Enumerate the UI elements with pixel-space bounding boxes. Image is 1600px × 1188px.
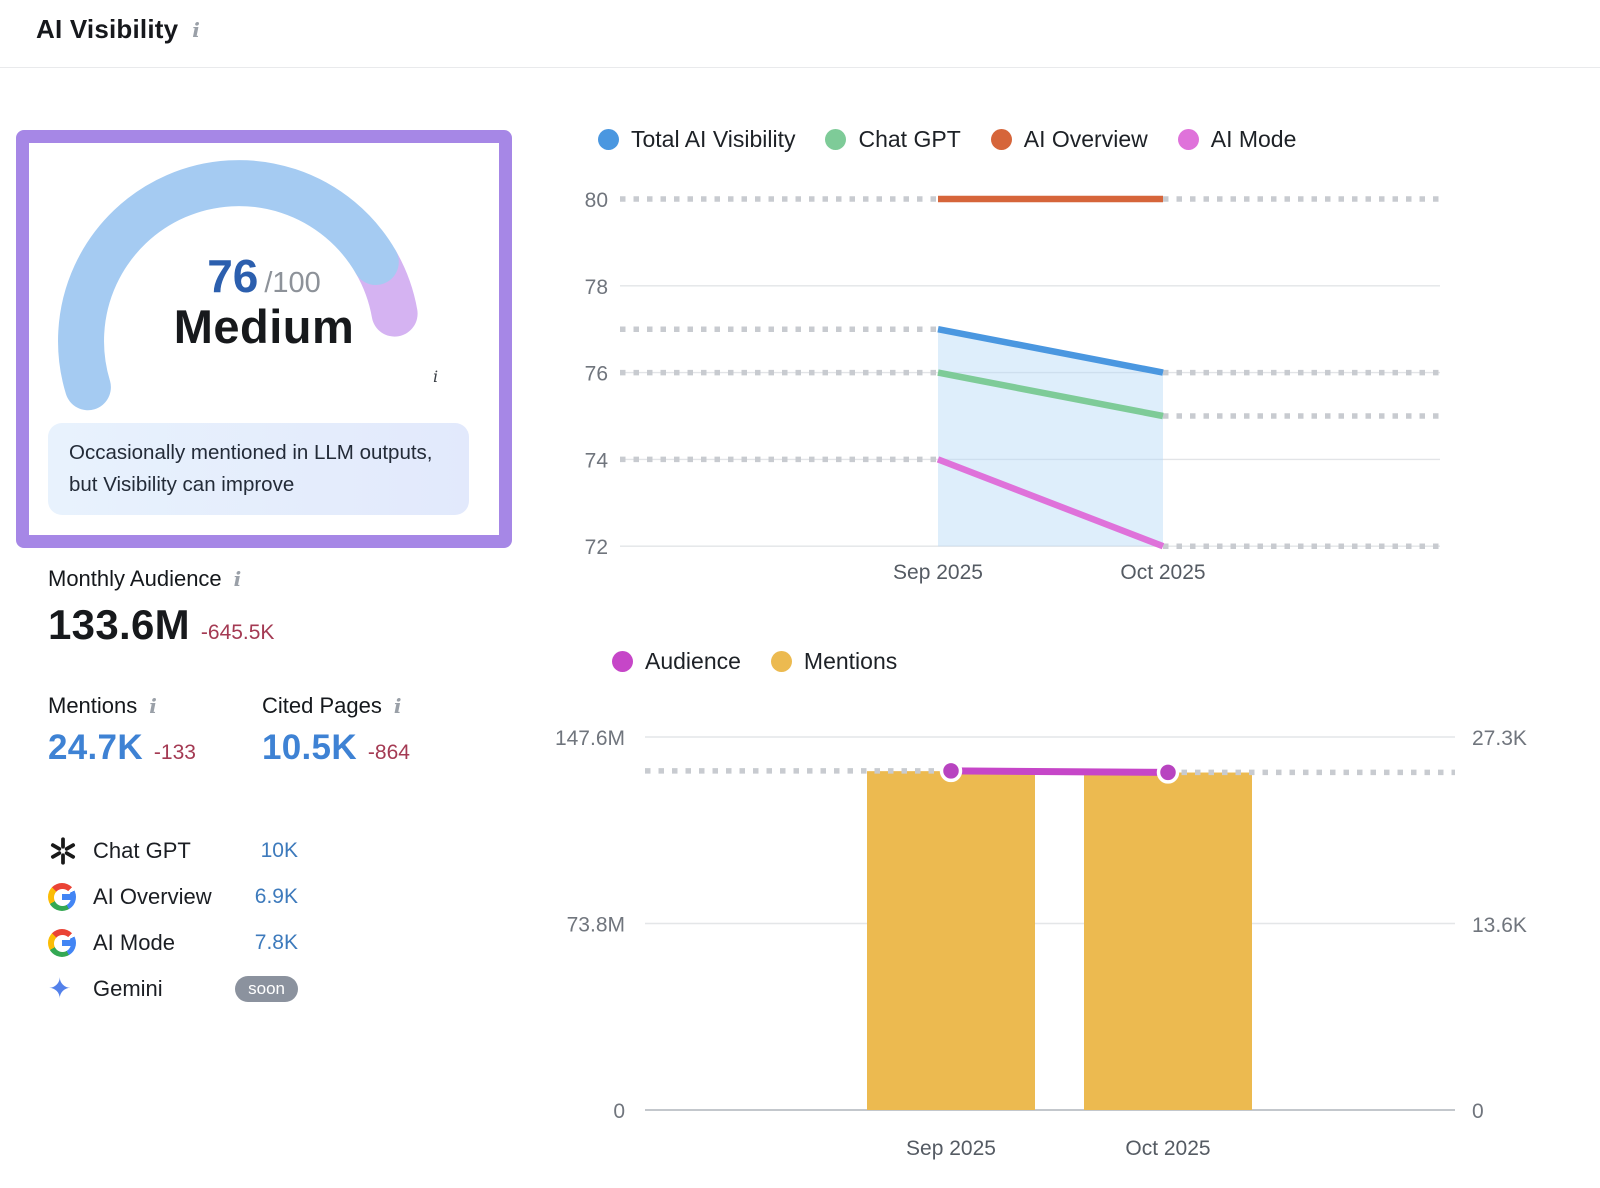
legend-item-ai-mode[interactable]: AI Mode: [1177, 126, 1297, 153]
monthly-audience-value: 133.6M: [48, 601, 190, 648]
x-tick-label: Oct 2025: [1120, 561, 1205, 584]
score-value: 76: [207, 250, 259, 302]
platform-icon-wrap: [48, 835, 82, 867]
platform-icon-wrap: ✦: [48, 973, 82, 1005]
platform-list: Chat GPT 10K AI Overview 6.9K AI Mode 7.8K ✦…: [48, 828, 298, 1012]
legend-label: AI Overview: [1023, 126, 1148, 152]
left-axis-label: 0: [613, 1100, 625, 1123]
cited-pages-value[interactable]: 10.5K: [262, 728, 357, 767]
mentions-bar-1[interactable]: [1084, 772, 1252, 1110]
platform-name: Gemini: [93, 976, 163, 1001]
score-description: Occasionally mentioned in LLM outputs, b…: [48, 423, 469, 515]
platform-name: AI Mode: [93, 930, 175, 955]
legend-dot: [598, 129, 619, 150]
right-axis-label: 13.6K: [1472, 914, 1527, 937]
legend-item-total-ai-visibility[interactable]: Total AI Visibility: [598, 126, 795, 153]
right-axis-label: 0: [1472, 1100, 1484, 1123]
x-tick-label: Sep 2025: [893, 561, 983, 584]
gauge-score-arc: [58, 160, 399, 411]
audience-marker-0[interactable]: [939, 759, 963, 783]
cited-pages-label: Cited Pages: [262, 693, 382, 718]
info-icon[interactable]: i: [192, 17, 200, 42]
mentions-value[interactable]: 24.7K: [48, 728, 143, 767]
audience-chart-legend: Audience Mentions: [612, 648, 897, 675]
area-fill: [938, 329, 1163, 547]
platform-name: AI Overview: [93, 884, 212, 909]
platform-name: Chat GPT: [93, 838, 191, 863]
mentions-delta: -133: [153, 741, 196, 764]
info-icon[interactable]: i: [149, 694, 157, 718]
gemini-icon: ✦: [48, 973, 72, 1004]
score-rating: Medium: [173, 300, 355, 353]
info-icon[interactable]: i: [233, 567, 242, 591]
legend-item-audience[interactable]: Audience: [612, 648, 741, 675]
monthly-audience-label: Monthly Audience: [48, 566, 222, 591]
header: AI Visibility i: [36, 14, 200, 45]
legend-item-chat-gpt[interactable]: Chat GPT: [825, 126, 961, 153]
mentions-metric: Mentions i 24.7K -133: [48, 693, 196, 768]
legend-dot: [825, 129, 847, 150]
series-line-chat-gpt: [937, 369, 1164, 420]
x-tick-label: Sep 2025: [906, 1137, 996, 1160]
legend-dot: [990, 129, 1012, 150]
cited-pages-metric: Cited Pages i 10.5K -864: [262, 693, 410, 768]
monthly-audience-delta: -645.5K: [200, 621, 275, 644]
visibility-score-card: 76/100 Medium i Occasionally mentioned i…: [16, 130, 512, 548]
y-tick-label: 72: [585, 536, 608, 559]
score-gauge: [58, 160, 418, 411]
visibility-chart-legend: Total AI Visibility Chat GPT AI Overview…: [598, 126, 1296, 153]
legend-dot: [612, 651, 633, 672]
y-tick-label: 76: [585, 363, 608, 386]
score-line: 76/100: [29, 249, 499, 303]
x-tick-label: Oct 2025: [1125, 1137, 1210, 1160]
legend-label: Audience: [645, 648, 741, 674]
info-icon[interactable]: i: [433, 367, 439, 386]
y-tick-label: 80: [585, 189, 608, 212]
platform-row-gemini: ✦ Gemini soon: [48, 966, 298, 1012]
platform-icon-wrap: [48, 927, 82, 959]
audience-mentions-chart[interactable]: 147.6M 73.8M 0 27.3K 13.6K 0 Sep 2025 Oct 2025: [520, 690, 1560, 1184]
mentions-label: Mentions: [48, 693, 138, 718]
right-axis-label: 27.3K: [1472, 727, 1527, 750]
y-tick-label: 78: [585, 276, 608, 299]
left-axis-label: 73.8M: [567, 914, 625, 937]
score-max: /100: [264, 267, 321, 299]
info-icon[interactable]: i: [393, 694, 402, 718]
google-icon: [48, 929, 76, 957]
cited-pages-delta: -864: [367, 741, 410, 764]
audience-line: [950, 767, 1169, 776]
monthly-audience-metric: Monthly Audience i 133.6M -645.5K: [48, 566, 274, 649]
platform-value[interactable]: 6.9K: [254, 885, 298, 908]
y-tick-label: 74: [585, 449, 609, 472]
platform-icon-wrap: [48, 881, 82, 913]
legend-label: Mentions: [803, 648, 898, 674]
left-axis-label: 147.6M: [555, 727, 625, 750]
header-divider: [0, 67, 1600, 68]
gauge-inner: 76/100 Medium i Occasionally mentioned i…: [29, 143, 499, 535]
platform-row-ai-mode: AI Mode 7.8K: [48, 920, 298, 966]
series-line-total-ai-visibility: [937, 326, 1164, 376]
visibility-trend-chart[interactable]: 80 78 76 74 72 Sep 2025 Oct 2025: [560, 180, 1500, 600]
mentions-bar-0[interactable]: [867, 771, 1035, 1110]
legend-label: Chat GPT: [858, 126, 961, 152]
page-title: AI Visibility: [36, 14, 179, 44]
legend-dot: [770, 651, 792, 672]
platform-value[interactable]: 10K: [260, 839, 298, 862]
series-line-ai-mode: [936, 456, 1165, 550]
platform-row-ai-overview: AI Overview 6.9K: [48, 874, 298, 920]
google-icon: [48, 883, 76, 911]
openai-icon: [50, 837, 76, 865]
platform-row-chat-gpt: Chat GPT 10K: [48, 828, 298, 874]
soon-badge: soon: [235, 976, 298, 1002]
legend-dot: [1177, 129, 1199, 150]
legend-item-ai-overview[interactable]: AI Overview: [990, 126, 1148, 153]
platform-value[interactable]: 7.8K: [254, 931, 298, 954]
audience-marker-1[interactable]: [1156, 761, 1180, 784]
legend-label: AI Mode: [1210, 126, 1297, 152]
legend-label: Total AI Visibility: [631, 126, 796, 152]
legend-item-mentions[interactable]: Mentions: [770, 648, 898, 675]
